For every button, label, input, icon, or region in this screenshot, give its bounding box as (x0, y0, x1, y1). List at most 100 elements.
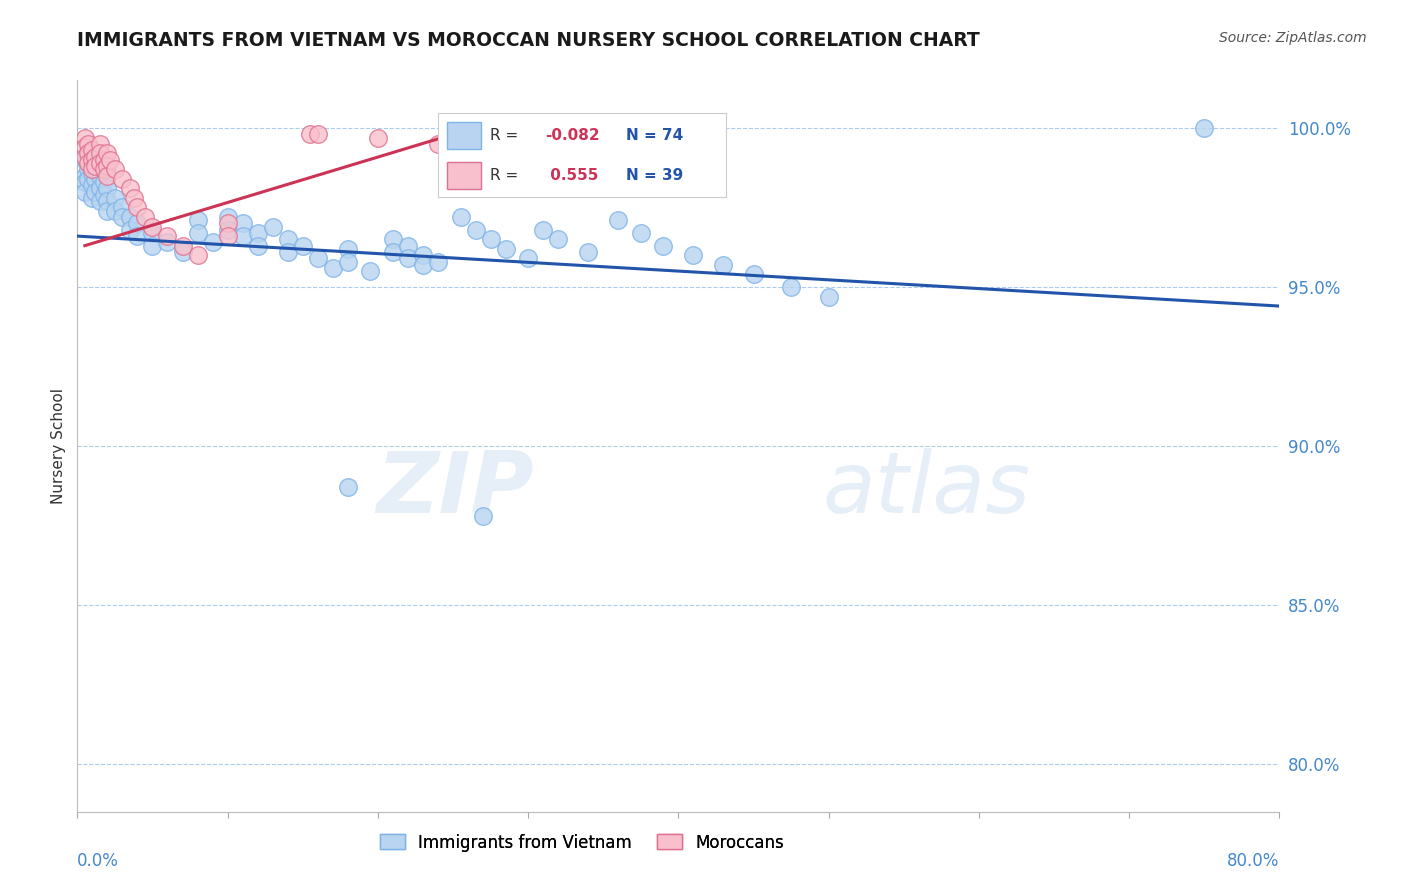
Point (652, 238, 675, 252)
Point (630, 226, 652, 240)
Point (713, 258, 735, 272)
Point (96, 181, 118, 195)
Point (96, 159, 118, 173)
Point (156, 235, 179, 250)
Point (464, 223, 486, 237)
Point (89, 146, 111, 161)
Point (742, 267, 765, 281)
Point (201, 235, 224, 250)
Point (93, 162, 115, 177)
Point (118, 181, 141, 195)
Point (396, 252, 419, 266)
Point (780, 280, 803, 294)
Text: R =: R = (489, 128, 519, 143)
Point (441, 128, 464, 142)
Point (89, 181, 111, 195)
Point (381, 232, 404, 246)
Point (82, 165, 104, 179)
Legend: Immigrants from Vietnam, Moroccans: Immigrants from Vietnam, Moroccans (374, 827, 792, 858)
Point (89, 194, 111, 208)
Point (187, 213, 209, 227)
Text: Source: ZipAtlas.com: Source: ZipAtlas.com (1219, 31, 1367, 45)
Point (217, 223, 239, 237)
Point (217, 210, 239, 224)
Point (359, 264, 381, 278)
Text: N = 39: N = 39 (626, 168, 683, 183)
Point (104, 203, 127, 218)
Point (73, 175, 96, 189)
Point (427, 254, 450, 268)
Point (450, 210, 472, 224)
Point (412, 248, 434, 262)
Point (479, 232, 502, 246)
Point (232, 229, 254, 244)
Point (73, 153, 96, 167)
Point (73, 185, 96, 199)
Point (82, 162, 104, 177)
FancyBboxPatch shape (447, 121, 481, 149)
Point (367, 130, 389, 145)
Point (472, 508, 495, 523)
Point (336, 242, 359, 256)
Point (396, 238, 419, 252)
Point (517, 252, 540, 266)
Point (682, 248, 704, 262)
Point (82, 156, 104, 170)
Point (427, 136, 450, 151)
Point (246, 238, 269, 252)
Point (817, 289, 839, 303)
Point (93, 175, 115, 189)
Point (291, 238, 314, 252)
Point (84, 162, 107, 177)
Point (73, 130, 96, 145)
Point (100, 153, 122, 167)
Text: 0.555: 0.555 (544, 168, 598, 183)
Point (104, 162, 127, 177)
Point (118, 223, 141, 237)
Point (89, 156, 111, 170)
Point (96, 194, 118, 208)
Point (141, 219, 163, 234)
Text: 80.0%: 80.0% (1227, 852, 1279, 870)
FancyBboxPatch shape (447, 162, 481, 189)
Point (141, 238, 163, 252)
Point (111, 210, 134, 224)
Point (172, 238, 194, 252)
Point (217, 229, 239, 244)
Point (96, 146, 118, 161)
Point (576, 245, 599, 260)
Point (381, 245, 404, 260)
Point (277, 232, 299, 246)
Point (299, 128, 322, 142)
Text: IMMIGRANTS FROM VIETNAM VS MOROCCAN NURSERY SCHOOL CORRELATION CHART: IMMIGRANTS FROM VIETNAM VS MOROCCAN NURS… (77, 31, 980, 50)
Point (156, 229, 179, 244)
Point (73, 169, 96, 183)
Point (134, 210, 156, 224)
Point (96, 203, 118, 218)
Point (104, 191, 127, 205)
Point (127, 201, 149, 215)
Point (76, 150, 98, 164)
Point (336, 254, 359, 268)
Point (89, 136, 111, 151)
Point (82, 191, 104, 205)
Point (307, 128, 329, 142)
Text: ZIP: ZIP (377, 449, 534, 532)
Point (412, 258, 434, 272)
Point (495, 242, 517, 256)
Point (307, 252, 329, 266)
Point (322, 260, 344, 275)
Point (232, 216, 254, 230)
Point (118, 210, 141, 224)
Point (262, 219, 284, 234)
Point (82, 178, 104, 193)
Point (172, 245, 194, 260)
Point (76, 162, 98, 177)
Point (73, 150, 96, 164)
Point (277, 245, 299, 260)
Point (73, 140, 96, 154)
Point (217, 216, 239, 230)
Point (89, 169, 111, 183)
Text: R =: R = (489, 168, 519, 183)
Point (111, 172, 134, 186)
